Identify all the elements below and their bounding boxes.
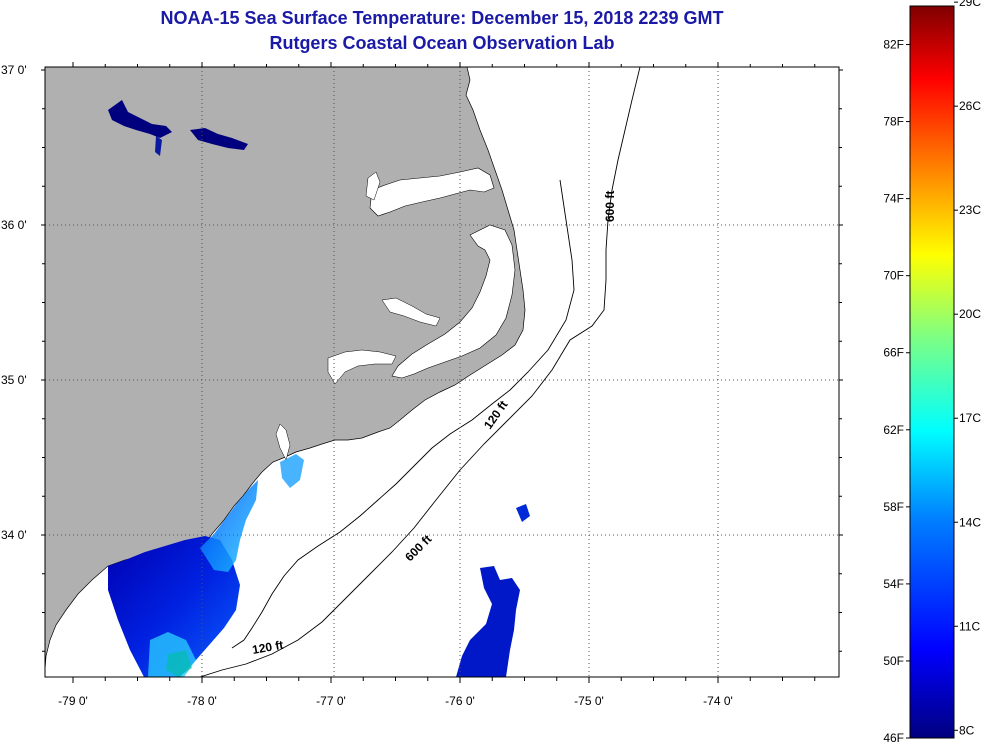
colorbar-label-c: 23C	[959, 203, 981, 217]
sst-patch-lumbee	[280, 454, 304, 488]
reservoir-branch	[155, 136, 162, 156]
lon-label: -78 0'	[187, 694, 217, 708]
colorbar-label-c: 14C	[959, 515, 981, 529]
lon-label: -75 0'	[574, 694, 604, 708]
map-title: NOAA-15 Sea Surface Temperature: Decembe…	[160, 8, 724, 28]
colorbar-label-f: 54F	[883, 577, 904, 591]
colorbar-label-c: 26C	[959, 99, 981, 113]
sst-swath-coast	[200, 480, 258, 572]
lat-label: 34 0'	[1, 528, 27, 542]
isobath-120ft	[231, 179, 575, 649]
colorbar-label-f: 74F	[883, 192, 904, 206]
map-axes: 37 0' 36 0' 35 0' 34 0' -79 0' -78 0' -77 0' -7…	[1, 62, 843, 708]
lon-label: -79 0'	[58, 694, 88, 708]
reservoir-gaston	[190, 128, 248, 150]
map-subtitle: Rutgers Coastal Ocean Observation Lab	[269, 33, 615, 53]
contour-label-600ft-north: 600 ft	[603, 191, 617, 222]
lat-label: 35 0'	[1, 373, 27, 387]
colorbar-label-c: 11C	[959, 619, 980, 633]
sst-swath-southwest	[108, 536, 240, 677]
sst-patch-teal	[166, 650, 192, 677]
colorbar-label-c: 17C	[959, 411, 981, 425]
colorbar	[909, 5, 955, 739]
colorbar-label-f: 66F	[883, 346, 904, 360]
colorbar-label-c: 20C	[959, 307, 981, 321]
colorbar-label-f: 82F	[883, 38, 904, 52]
colorbar-label-f: 70F	[883, 269, 904, 283]
colorbar-label-f: 62F	[883, 423, 904, 437]
lat-label: 37 0'	[1, 63, 27, 77]
lon-label: -77 0'	[316, 694, 346, 708]
currituck-sound	[365, 171, 381, 201]
neuse-river	[327, 349, 397, 385]
plot-frame	[44, 66, 840, 678]
isobath-600ft	[199, 67, 641, 677]
pamlico-river	[381, 297, 441, 327]
contour-label-120ft-south: 120 ft	[251, 638, 284, 657]
lat-lon-grid	[45, 67, 839, 677]
colorbar-label-f: 50F	[883, 654, 904, 668]
colorbar-label-f: 46F	[883, 731, 904, 745]
sst-patch-offshore-n	[516, 504, 530, 522]
sst-swath-offshore	[456, 566, 520, 677]
lon-label: -76 0'	[445, 694, 475, 708]
colorbar-label-c: 29C	[959, 0, 981, 9]
colorbar-label-c: 8C	[959, 723, 975, 737]
colorbar-label-f: 58F	[883, 500, 904, 514]
lat-label: 36 0'	[1, 218, 27, 232]
colorbar-label-f: 78F	[883, 115, 904, 129]
albemarle-sound	[369, 167, 495, 217]
pamlico-sound	[391, 224, 516, 379]
lon-label: -74 0'	[703, 694, 733, 708]
colorbar-ticks: 82F 78F 74F 70F 66F 62F 58F 54F 50F 46F 29C 26C 23C 2…	[883, 0, 981, 745]
reservoir-kerr	[108, 100, 172, 138]
